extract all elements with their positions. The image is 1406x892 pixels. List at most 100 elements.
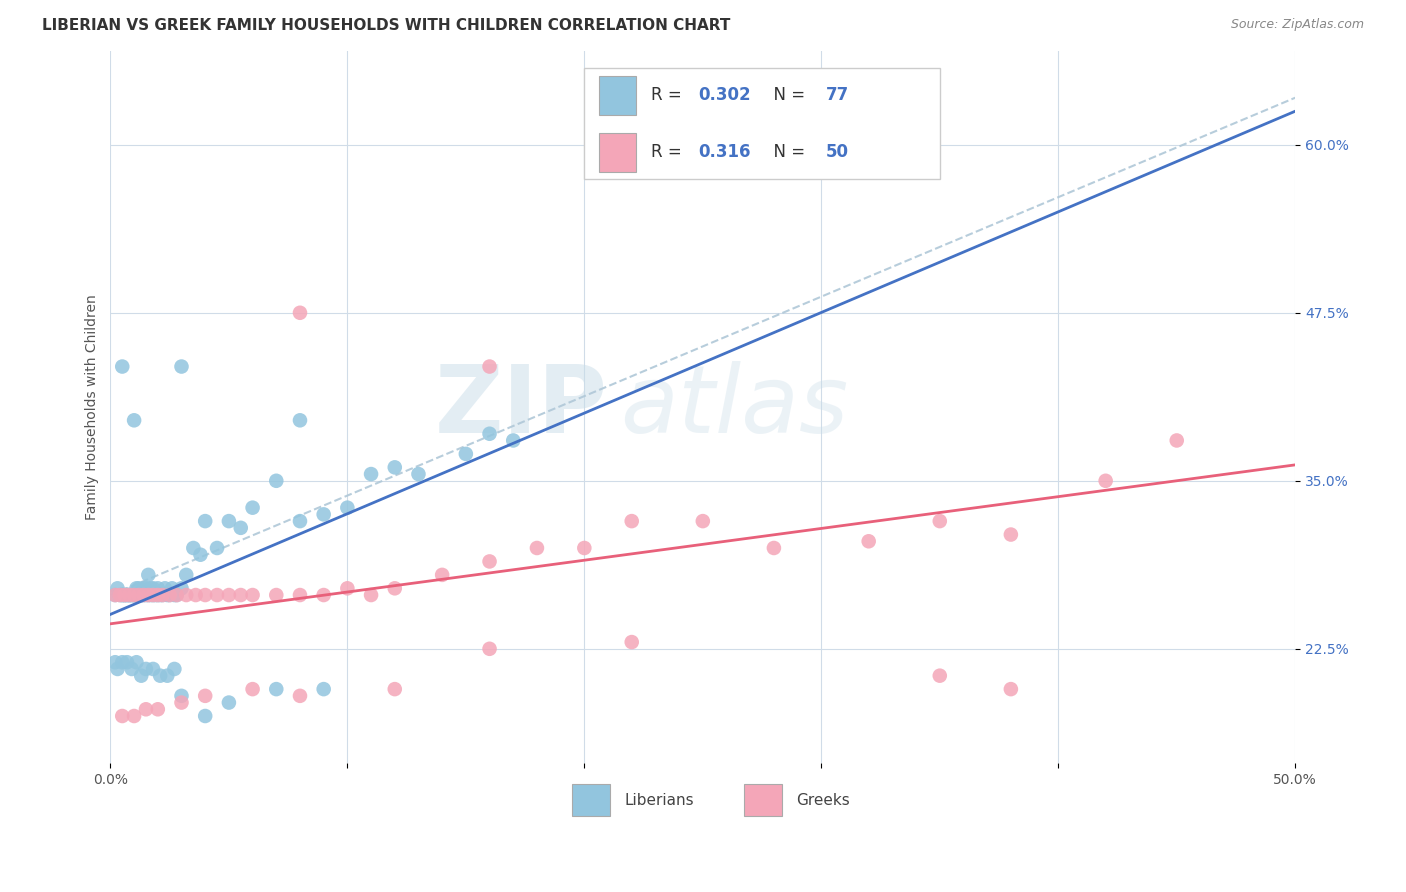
Point: [858, 164, 880, 178]
Point: [1094, 474, 1116, 488]
Point: [146, 702, 169, 716]
Point: [111, 359, 134, 374]
Point: [149, 668, 172, 682]
Point: [170, 582, 193, 596]
Point: [156, 668, 179, 682]
Point: [159, 588, 181, 602]
Point: [153, 582, 176, 596]
Point: [142, 588, 165, 602]
Point: [145, 588, 167, 602]
Point: [129, 588, 152, 602]
Point: [107, 662, 129, 676]
Text: Source: ZipAtlas.com: Source: ZipAtlas.com: [1230, 18, 1364, 31]
Point: [111, 655, 134, 669]
Point: [125, 582, 148, 596]
Point: [218, 514, 240, 528]
Point: [104, 588, 127, 602]
Point: [312, 682, 335, 697]
Point: [122, 588, 145, 602]
Point: [242, 500, 264, 515]
Point: [620, 514, 643, 528]
Point: [454, 447, 477, 461]
Text: Liberians: Liberians: [624, 793, 695, 808]
Point: [152, 588, 174, 602]
Text: 0.302: 0.302: [697, 87, 751, 104]
Point: [478, 359, 501, 374]
Point: [1000, 682, 1022, 697]
Point: [266, 588, 288, 602]
Point: [118, 588, 141, 602]
Point: [266, 474, 288, 488]
Point: [136, 588, 159, 602]
Point: [194, 588, 217, 602]
Point: [384, 460, 406, 475]
Point: [135, 662, 157, 676]
Point: [190, 548, 212, 562]
Point: [170, 689, 193, 703]
Point: [266, 682, 288, 697]
Point: [142, 662, 165, 676]
Point: [132, 588, 155, 602]
Point: [205, 588, 228, 602]
Point: [858, 534, 880, 549]
Point: [692, 514, 714, 528]
Point: [229, 521, 252, 535]
Point: [111, 709, 134, 723]
Point: [121, 588, 143, 602]
Point: [128, 582, 150, 596]
Point: [136, 588, 159, 602]
Point: [122, 588, 145, 602]
Text: N =: N =: [763, 144, 811, 161]
Point: [132, 582, 155, 596]
Point: [194, 689, 217, 703]
Point: [312, 508, 335, 522]
Point: [163, 588, 186, 602]
Point: [928, 668, 950, 682]
Point: [111, 588, 134, 602]
Point: [183, 541, 205, 555]
Text: ZIP: ZIP: [436, 361, 607, 453]
Point: [160, 582, 183, 596]
Point: [135, 702, 157, 716]
Point: [104, 655, 127, 669]
Point: [146, 582, 169, 596]
FancyBboxPatch shape: [599, 133, 637, 172]
Point: [1000, 527, 1022, 541]
Point: [620, 635, 643, 649]
Point: [184, 588, 207, 602]
FancyBboxPatch shape: [585, 69, 939, 179]
Point: [218, 696, 240, 710]
Point: [142, 588, 165, 602]
Text: N =: N =: [763, 87, 811, 104]
Point: [114, 588, 136, 602]
Point: [122, 709, 145, 723]
Text: R =: R =: [651, 87, 686, 104]
Point: [149, 588, 172, 602]
Text: R =: R =: [651, 144, 686, 161]
Point: [166, 588, 188, 602]
Point: [384, 682, 406, 697]
Point: [114, 588, 136, 602]
Point: [174, 567, 197, 582]
Point: [205, 541, 228, 555]
Point: [108, 588, 131, 602]
Point: [478, 554, 501, 568]
Point: [288, 413, 311, 427]
Point: [104, 588, 127, 602]
Y-axis label: Family Households with Children: Family Households with Children: [86, 294, 100, 520]
Point: [526, 541, 548, 555]
Point: [242, 588, 264, 602]
Point: [121, 662, 143, 676]
Point: [146, 588, 169, 602]
Point: [166, 588, 188, 602]
Point: [107, 582, 129, 596]
Point: [408, 467, 430, 481]
Point: [312, 588, 335, 602]
Point: [478, 641, 501, 656]
Point: [114, 588, 136, 602]
Point: [146, 588, 169, 602]
Point: [762, 541, 785, 555]
Point: [125, 588, 148, 602]
Point: [115, 588, 138, 602]
Point: [129, 668, 152, 682]
